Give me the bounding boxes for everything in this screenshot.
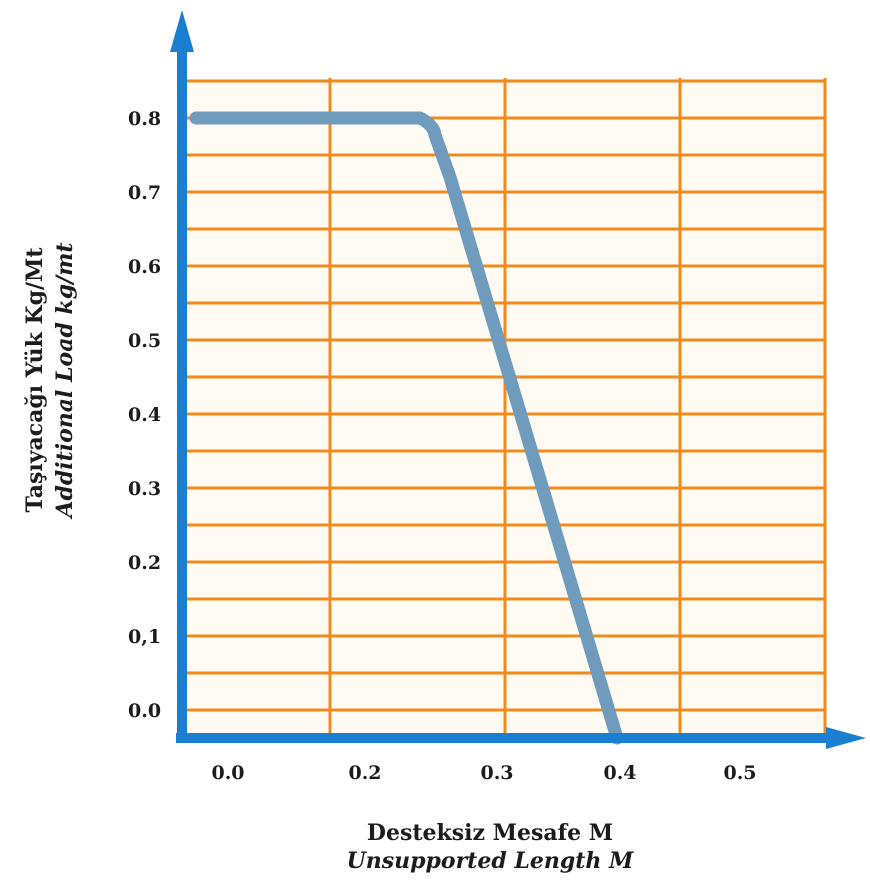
x-tick-0: 0.0 [211, 762, 244, 784]
y-axis-title: Taşıyacağı Yük Kg/Mt [22, 247, 48, 513]
y-tick-1: 0,1 [128, 626, 161, 648]
y-tick-5: 0.5 [128, 330, 161, 352]
x-axis-title-secondary: Unsupported Length M [347, 848, 634, 874]
grid-vertical [328, 78, 827, 738]
y-tick-0: 0.0 [128, 700, 161, 722]
y-tick-6: 0.6 [128, 256, 161, 278]
y-tick-4: 0.4 [128, 404, 161, 426]
x-axis-arrow [826, 727, 866, 749]
x-axis-title: Desteksiz Mesafe M [367, 820, 613, 846]
y-tick-2: 0.2 [128, 552, 161, 574]
y-axis-title-secondary: Additional Load kg/mt [52, 242, 78, 519]
y-axis-arrow [170, 10, 194, 52]
series-line [189, 111, 624, 745]
y-tick-8: 0.8 [128, 108, 161, 130]
x-tick-labels: 0.0 0.2 0.3 0.4 0.5 [211, 762, 756, 784]
x-tick-2: 0.3 [480, 762, 513, 784]
y-tick-labels: 0.0 0,1 0.2 0.3 0.4 0.5 0.6 0.7 0.8 [128, 108, 161, 722]
y-tick-7: 0.7 [128, 182, 161, 204]
x-tick-1: 0.2 [348, 762, 381, 784]
x-tick-4: 0.5 [723, 762, 756, 784]
y-tick-3: 0.3 [128, 478, 161, 500]
grid-horizontal [182, 79, 825, 712]
x-tick-3: 0.4 [603, 762, 636, 784]
